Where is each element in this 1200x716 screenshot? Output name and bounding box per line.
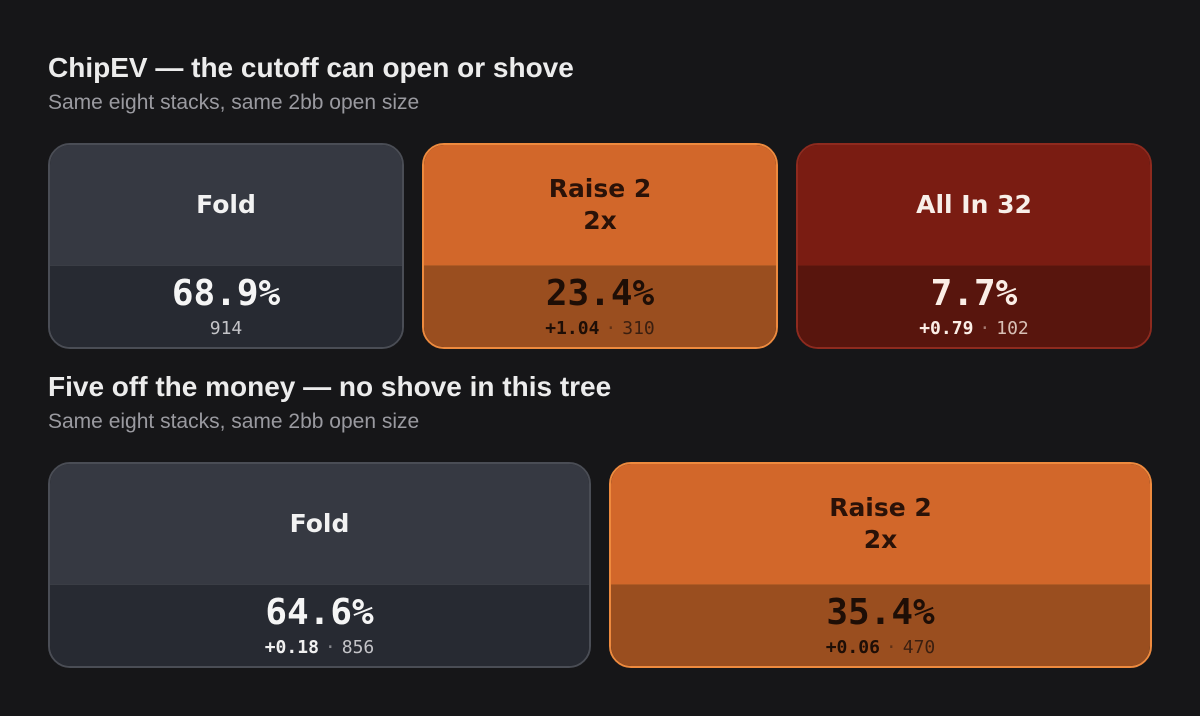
section-title: ChipEV — the cutoff can open or shove xyxy=(48,52,574,83)
combo-count: 856 xyxy=(341,636,375,658)
action-ev: +0.06 xyxy=(825,636,880,658)
action-label: Fold xyxy=(196,190,256,219)
chipev-section: ChipEV — the cutoff can open or shove Sa… xyxy=(48,52,1152,349)
action-size: 2x xyxy=(583,206,617,235)
action-ev: +0.79 xyxy=(919,317,974,339)
combo-count: 470 xyxy=(902,636,936,658)
action-label: Raise 2 xyxy=(548,174,652,203)
action-header: Fold xyxy=(50,145,402,265)
action-meta: +0.06 · 470 xyxy=(826,637,936,659)
action-meta: 914 xyxy=(210,318,243,340)
action-label: Fold xyxy=(289,509,350,538)
action-header: Fold xyxy=(50,464,589,584)
off-the-money-section: Five off the money — no shove in this tr… xyxy=(48,371,1152,668)
separator-dot: · xyxy=(979,317,991,339)
allin-action-card[interactable]: All In 32 7.7% +0.79 · 102 xyxy=(796,143,1152,349)
action-label: Raise 2 xyxy=(829,493,932,522)
separator-dot: · xyxy=(324,636,336,658)
action-cards: Fold 68.9% 914 Raise 2 2x 23.4% +1.04 · 31… xyxy=(48,143,1152,349)
action-header: Raise 2 2x xyxy=(611,464,1150,584)
action-header: All In 32 xyxy=(798,145,1150,265)
action-label: All In 32 xyxy=(916,190,1032,219)
combo-count: 310 xyxy=(622,317,655,339)
section-title: Five off the money — no shove in this tr… xyxy=(48,371,612,402)
section-subtitle: Same eight stacks, same 2bb open size xyxy=(48,91,420,114)
fold-action-card[interactable]: Fold 64.6% +0.18 · 856 xyxy=(48,462,591,668)
action-frequency: 68.9% xyxy=(171,272,281,314)
action-frequency: 23.4% xyxy=(545,272,655,314)
combo-count: 914 xyxy=(209,317,243,339)
fold-action-card[interactable]: Fold 68.9% 914 xyxy=(48,143,404,349)
action-frequency: 64.6% xyxy=(265,591,374,633)
action-size: 2x xyxy=(863,525,898,554)
raise-action-card[interactable]: Raise 2 2x 35.4% +0.06 · 470 xyxy=(609,462,1152,668)
separator-dot: · xyxy=(885,636,897,658)
action-frequency: 35.4% xyxy=(826,591,935,633)
section-subtitle: Same eight stacks, same 2bb open size xyxy=(48,410,420,433)
action-header: Raise 2 2x xyxy=(424,145,776,265)
action-stats: 7.7% +0.79 · 102 xyxy=(798,265,1150,347)
action-meta: +1.04 · 310 xyxy=(545,318,655,340)
action-ev: +0.18 xyxy=(264,636,319,658)
action-meta: +0.79 · 102 xyxy=(919,318,1029,340)
action-stats: 68.9% 914 xyxy=(50,265,402,347)
raise-action-card[interactable]: Raise 2 2x 23.4% +1.04 · 310 xyxy=(422,143,778,349)
separator-dot: · xyxy=(605,317,617,339)
action-meta: +0.18 · 856 xyxy=(265,637,375,659)
action-frequency: 7.7% xyxy=(930,272,1018,314)
action-ev: +1.04 xyxy=(545,317,600,339)
action-stats: 64.6% +0.18 · 856 xyxy=(50,584,589,666)
combo-count: 102 xyxy=(996,317,1029,339)
action-cards: Fold 64.6% +0.18 · 856 Raise 2 2x 35.4% +0… xyxy=(48,462,1152,668)
action-stats: 35.4% +0.06 · 470 xyxy=(611,584,1150,666)
action-stats: 23.4% +1.04 · 310 xyxy=(424,265,776,347)
